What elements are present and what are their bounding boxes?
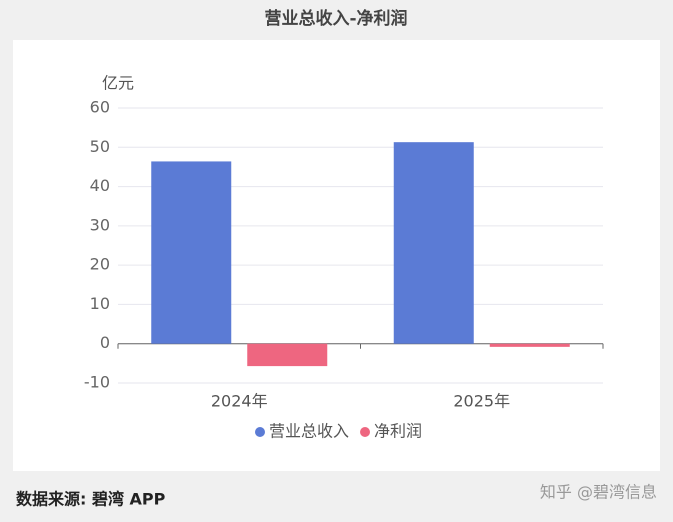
legend-label: 净利润 xyxy=(374,422,422,441)
y-tick-label: -10 xyxy=(84,373,110,392)
bar xyxy=(247,343,328,367)
x-tick-label: 2025年 xyxy=(453,392,510,411)
legend-label: 营业总收入 xyxy=(269,422,349,441)
y-tick-label: 40 xyxy=(90,176,110,195)
y-tick-label: 20 xyxy=(90,255,110,274)
credit: 知乎 @碧湾信息 xyxy=(540,483,657,502)
y-axis-label: 亿元 xyxy=(102,74,134,93)
source: 数据来源: 碧湾 APP xyxy=(16,490,166,509)
legend-marker xyxy=(360,427,371,437)
bar xyxy=(151,161,232,344)
y-tick-label: 30 xyxy=(90,215,110,234)
y-tick-label: 50 xyxy=(90,137,110,156)
bar xyxy=(393,142,474,344)
y-tick-label: 10 xyxy=(90,294,110,313)
x-tick-label: 2024年 xyxy=(211,392,268,411)
bar xyxy=(489,343,570,347)
chart-panel xyxy=(13,40,660,471)
chart-title: 营业总收入-净利润 xyxy=(264,8,407,29)
y-tick-label: 0 xyxy=(100,333,110,352)
y-tick-label: 60 xyxy=(90,98,110,117)
legend-marker xyxy=(255,427,265,437)
